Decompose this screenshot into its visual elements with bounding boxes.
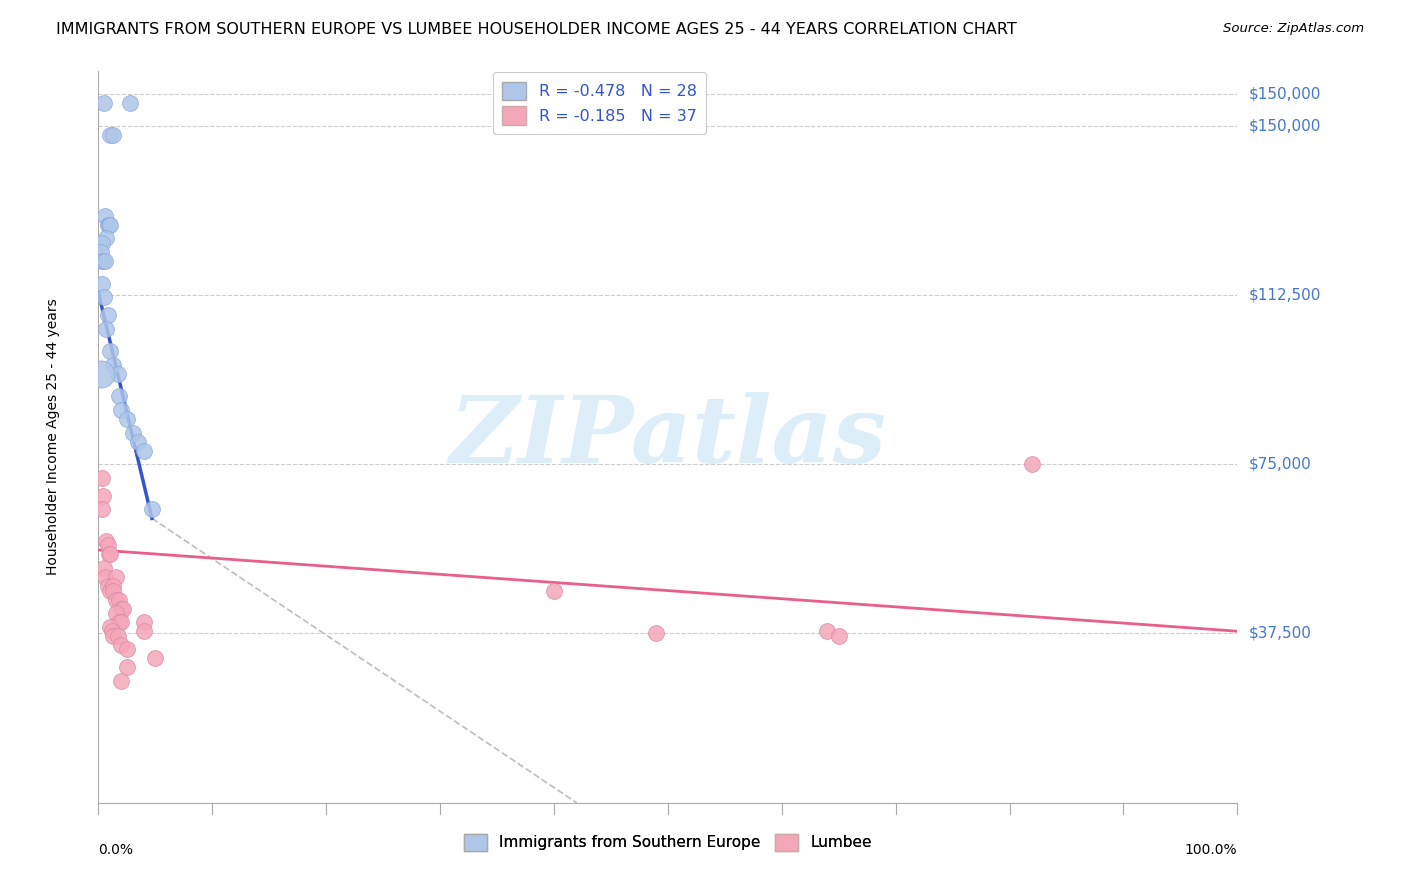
Point [91, 254, 114, 268]
Text: $112,500: $112,500 [1249, 287, 1320, 302]
Point [107, 629, 129, 643]
Point [104, 570, 127, 584]
Point [110, 403, 132, 417]
Point [828, 629, 851, 643]
Text: IMMIGRANTS FROM SOUTHERN EUROPE VS LUMBEE HOUSEHOLDER INCOME AGES 25 - 44 YEARS : IMMIGRANTS FROM SOUTHERN EUROPE VS LUMBE… [56, 22, 1017, 37]
Point [104, 606, 127, 620]
Point [108, 615, 131, 630]
Text: $150,000: $150,000 [1249, 118, 1320, 133]
Point [110, 615, 132, 630]
Point [115, 660, 138, 674]
Point [98, 548, 121, 562]
Point [94, 209, 117, 223]
Text: $37,500: $37,500 [1249, 626, 1312, 641]
Point [98, 583, 121, 598]
Text: Householder Income Ages 25 - 44 years: Householder Income Ages 25 - 44 years [46, 299, 60, 575]
Point [103, 583, 125, 598]
Point [90, 254, 112, 268]
Point [93, 290, 115, 304]
Point [132, 443, 155, 458]
Point [98, 344, 121, 359]
Point [145, 651, 167, 665]
Point [103, 629, 125, 643]
Point [90, 502, 112, 516]
Point [96, 218, 118, 232]
Point [645, 626, 668, 640]
Point [815, 624, 838, 639]
Point [98, 218, 121, 232]
Text: ZIPatlas: ZIPatlas [450, 392, 886, 482]
Point [94, 570, 117, 584]
Point [101, 624, 124, 639]
Text: Source: ZipAtlas.com: Source: ZipAtlas.com [1223, 22, 1364, 36]
Point [90, 277, 112, 291]
Point [90, 244, 112, 259]
Point [110, 638, 132, 652]
Point [108, 389, 131, 403]
Point [91, 489, 114, 503]
Point [104, 592, 127, 607]
Text: $75,000: $75,000 [1249, 457, 1312, 472]
Point [97, 218, 120, 232]
Point [96, 231, 118, 245]
Point [127, 434, 149, 449]
Point [93, 95, 115, 110]
Point [96, 538, 118, 552]
Point [90, 235, 112, 250]
Point [141, 502, 163, 516]
Point [97, 548, 120, 562]
Point [132, 615, 155, 630]
Point [112, 601, 135, 615]
Point [90, 471, 112, 485]
Point [93, 561, 115, 575]
Point [96, 579, 118, 593]
Point [1021, 457, 1043, 471]
Point [132, 624, 155, 639]
Point [121, 425, 143, 440]
Point [115, 412, 138, 426]
Text: 0.0%: 0.0% [98, 843, 134, 857]
Point [96, 322, 118, 336]
Point [103, 358, 125, 372]
Point [120, 95, 142, 110]
Point [103, 579, 125, 593]
Point [96, 533, 118, 548]
Point [110, 601, 132, 615]
Text: $150,000: $150,000 [1249, 87, 1320, 102]
Point [107, 367, 129, 381]
Point [543, 583, 565, 598]
Point [98, 620, 121, 634]
Point [90, 367, 112, 381]
Legend: Immigrants from Southern Europe, Lumbee: Immigrants from Southern Europe, Lumbee [457, 828, 879, 857]
Text: 100.0%: 100.0% [1185, 843, 1237, 857]
Point [103, 128, 125, 142]
Point [108, 592, 131, 607]
Point [98, 128, 121, 142]
Point [115, 642, 138, 657]
Point [94, 254, 117, 268]
Point [110, 673, 132, 688]
Point [96, 308, 118, 322]
